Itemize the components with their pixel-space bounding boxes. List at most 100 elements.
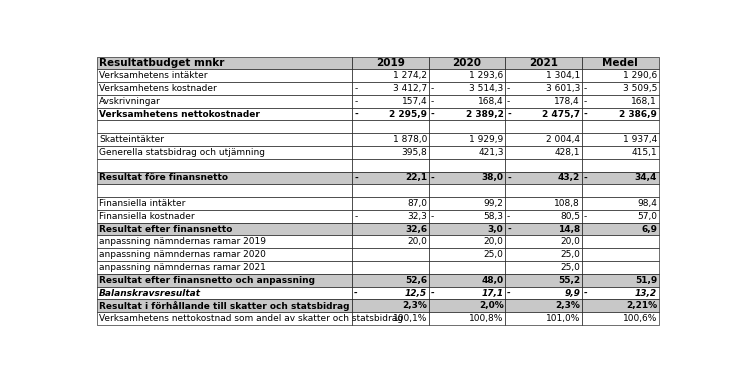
Bar — [581, 82, 659, 95]
Bar — [429, 95, 506, 108]
Bar — [97, 95, 352, 108]
Text: 1 878,0: 1 878,0 — [393, 135, 427, 144]
Bar — [581, 210, 659, 223]
Bar — [352, 82, 429, 95]
Text: 6,9: 6,9 — [641, 225, 657, 234]
Text: 2 389,2: 2 389,2 — [466, 110, 503, 118]
Bar — [506, 172, 581, 184]
Text: 3 601,3: 3 601,3 — [545, 84, 580, 93]
Text: Resultat efter finansnetto: Resultat efter finansnetto — [99, 225, 232, 234]
Text: 25,0: 25,0 — [560, 263, 580, 272]
Bar — [581, 184, 659, 197]
Bar — [352, 287, 429, 299]
Text: 48,0: 48,0 — [481, 276, 503, 285]
Bar — [429, 184, 506, 197]
Bar — [506, 95, 581, 108]
Bar — [506, 57, 581, 69]
Text: 99,2: 99,2 — [483, 199, 503, 208]
Text: -: - — [507, 97, 510, 106]
Bar — [97, 159, 352, 172]
Text: 2020: 2020 — [453, 58, 481, 68]
Bar — [97, 223, 352, 235]
Bar — [581, 172, 659, 184]
Bar — [429, 235, 506, 248]
Bar — [581, 95, 659, 108]
Text: -: - — [354, 110, 358, 118]
Bar — [97, 172, 352, 184]
Bar — [352, 133, 429, 146]
Text: 168,1: 168,1 — [632, 97, 657, 106]
Text: Skatteintäkter: Skatteintäkter — [99, 135, 164, 144]
Bar — [581, 274, 659, 287]
Text: 80,5: 80,5 — [560, 212, 580, 221]
Bar — [352, 108, 429, 120]
Text: 1 304,1: 1 304,1 — [546, 71, 580, 80]
Text: 2021: 2021 — [529, 58, 558, 68]
Text: -: - — [507, 212, 510, 221]
Bar — [97, 120, 352, 133]
Bar — [581, 223, 659, 235]
Text: -: - — [507, 289, 511, 297]
Text: Medel: Medel — [602, 58, 638, 68]
Text: 20,0: 20,0 — [560, 237, 580, 246]
Text: -: - — [584, 84, 587, 93]
Text: 34,4: 34,4 — [635, 173, 657, 182]
Text: 52,6: 52,6 — [405, 276, 427, 285]
Bar — [352, 261, 429, 274]
Bar — [352, 184, 429, 197]
Text: 2 475,7: 2 475,7 — [542, 110, 580, 118]
Text: 25,0: 25,0 — [483, 250, 503, 259]
Bar — [97, 82, 352, 95]
Text: 2,3%: 2,3% — [402, 301, 427, 310]
Bar — [97, 235, 352, 248]
Bar — [581, 287, 659, 299]
Text: 157,4: 157,4 — [402, 97, 427, 106]
Text: 32,3: 32,3 — [408, 212, 427, 221]
Bar — [581, 159, 659, 172]
Bar — [429, 274, 506, 287]
Bar — [352, 159, 429, 172]
Bar — [352, 274, 429, 287]
Text: -: - — [430, 289, 434, 297]
Text: -: - — [354, 289, 358, 297]
Bar — [506, 299, 581, 312]
Text: Resultat efter finansnetto och anpassning: Resultat efter finansnetto och anpassnin… — [99, 276, 315, 285]
Text: Verksamhetens intäkter: Verksamhetens intäkter — [99, 71, 208, 80]
Bar — [429, 172, 506, 184]
Text: 3 509,5: 3 509,5 — [623, 84, 657, 93]
Bar — [97, 210, 352, 223]
Text: anpassning nämndernas ramar 2019: anpassning nämndernas ramar 2019 — [99, 237, 266, 246]
Text: 2019: 2019 — [376, 58, 405, 68]
Bar — [352, 235, 429, 248]
Text: 58,3: 58,3 — [483, 212, 503, 221]
Bar — [97, 312, 352, 325]
Bar — [506, 274, 581, 287]
Text: -: - — [507, 110, 511, 118]
Text: 55,2: 55,2 — [558, 276, 580, 285]
Text: 38,0: 38,0 — [481, 173, 503, 182]
Text: 57,0: 57,0 — [637, 212, 657, 221]
Text: 3 514,3: 3 514,3 — [469, 84, 503, 93]
Bar — [581, 108, 659, 120]
Bar — [506, 146, 581, 159]
Bar — [506, 248, 581, 261]
Text: Verksamhetens nettokostnader: Verksamhetens nettokostnader — [99, 110, 260, 118]
Bar — [429, 287, 506, 299]
Bar — [352, 312, 429, 325]
Bar — [429, 108, 506, 120]
Text: 2,21%: 2,21% — [626, 301, 657, 310]
Text: Finansiella kostnader: Finansiella kostnader — [99, 212, 195, 221]
Bar — [506, 261, 581, 274]
Text: 1 274,2: 1 274,2 — [393, 71, 427, 80]
Bar — [429, 159, 506, 172]
Text: Resultat i förhållande till skatter och statsbidrag: Resultat i förhållande till skatter och … — [99, 301, 349, 311]
Bar — [506, 312, 581, 325]
Bar — [429, 69, 506, 82]
Bar — [581, 312, 659, 325]
Text: -: - — [354, 84, 357, 93]
Text: -: - — [354, 97, 357, 106]
Text: -: - — [584, 289, 587, 297]
Text: 1 929,9: 1 929,9 — [469, 135, 503, 144]
Text: 428,1: 428,1 — [554, 148, 580, 157]
Bar — [429, 57, 506, 69]
